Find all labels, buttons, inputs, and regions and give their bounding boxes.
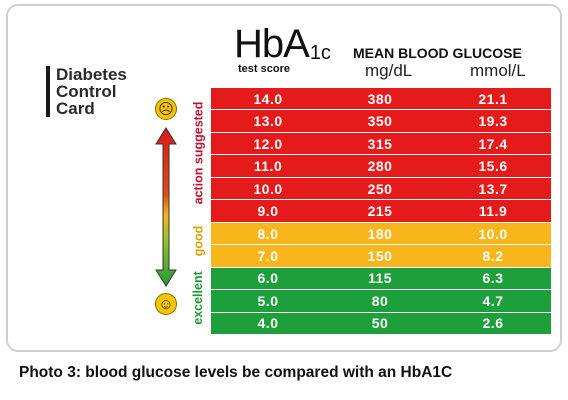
- table-row: 8.0 180 10.0: [211, 222, 551, 245]
- hba1c-value: 8.0: [257, 225, 279, 242]
- mg-value: 150: [367, 247, 393, 264]
- table-row: 9.0 215 11.9: [211, 200, 551, 222]
- mmol-value: 8.2: [482, 247, 504, 264]
- glucose-table: 14.0 380 21.1 13.0 350 19.3 12.0 315 17.4 11.0…: [211, 88, 551, 335]
- hba1c-header: HbA1c test score: [234, 22, 331, 75]
- table-row: 13.0 350 19.3: [211, 110, 551, 132]
- table-row: 5.0 80 4.7: [211, 290, 551, 312]
- table-row: 12.0 315 17.4: [211, 132, 551, 155]
- hba1c-value: 14.0: [253, 90, 283, 107]
- mg-value: 315: [367, 135, 393, 152]
- test-score-label: test score: [238, 63, 290, 75]
- hba1c-value: 7.0: [257, 247, 279, 264]
- card-title-line: Diabetes: [56, 65, 127, 84]
- mg-value: 350: [367, 113, 393, 130]
- hba1c-label: HbA: [234, 22, 310, 66]
- mmol-value: 13.7: [478, 180, 508, 197]
- table-row: 4.0 50 2.6: [211, 312, 551, 335]
- mg-value: 180: [367, 225, 393, 242]
- mg-value: 80: [371, 292, 389, 309]
- hba1c-subscript: 1c: [309, 42, 331, 64]
- sad-face-icon: ☹: [155, 98, 177, 120]
- zone-label-good: good: [191, 225, 206, 257]
- mean-glucose-header: MEAN BLOOD GLUCOSE: [353, 45, 522, 61]
- mmol-value: 6.3: [482, 270, 504, 287]
- hba1c-value: 12.0: [253, 135, 283, 152]
- zone-label-action: action suggested: [191, 101, 206, 205]
- mg-value: 115: [367, 270, 393, 287]
- mg-value: 280: [367, 158, 393, 175]
- mmol-value: 2.6: [482, 315, 504, 332]
- mmol-value: 11.9: [478, 203, 508, 220]
- mmol-value: 10.0: [478, 225, 508, 242]
- mg-value: 50: [371, 315, 389, 332]
- table-row: 10.0 250 13.7: [211, 177, 551, 200]
- mmol-value: 17.4: [478, 135, 508, 152]
- table-row: 11.0 280 15.6: [211, 155, 551, 177]
- table-row: 7.0 150 8.2: [211, 245, 551, 267]
- hba1c-value: 4.0: [257, 315, 279, 332]
- photo-caption: Photo 3: blood glucose levels be compare…: [19, 364, 453, 381]
- card-title: Diabetes Control Card: [46, 66, 127, 117]
- hba1c-value: 9.0: [257, 203, 279, 220]
- mmol-value: 15.6: [478, 158, 508, 175]
- mg-value: 250: [367, 180, 393, 197]
- card-title-line: Control: [56, 82, 117, 101]
- diabetes-control-card: Diabetes Control Card HbA1c test score M…: [6, 4, 562, 352]
- mmol-value: 19.3: [478, 113, 508, 130]
- mg-value: 380: [367, 90, 393, 107]
- mmol-value: 4.7: [482, 292, 504, 309]
- unit-mmol-header: mmol/L: [470, 61, 526, 80]
- happy-face-icon: ☺: [155, 293, 177, 315]
- hba1c-value: 13.0: [253, 113, 283, 130]
- unit-mg-header: mg/dL: [365, 61, 413, 80]
- hba1c-value: 11.0: [253, 158, 283, 175]
- mmol-value: 21.1: [478, 90, 508, 107]
- mg-value: 215: [367, 203, 393, 220]
- zone-label-excellent: excellent: [191, 271, 206, 325]
- double-arrow-icon: [155, 127, 177, 287]
- hba1c-value: 5.0: [257, 292, 279, 309]
- hba1c-value: 6.0: [257, 270, 279, 287]
- table-row: 14.0 380 21.1: [211, 88, 551, 110]
- hba1c-value: 10.0: [253, 180, 283, 197]
- table-row: 6.0 115 6.3: [211, 267, 551, 290]
- card-title-line: Card: [56, 99, 95, 118]
